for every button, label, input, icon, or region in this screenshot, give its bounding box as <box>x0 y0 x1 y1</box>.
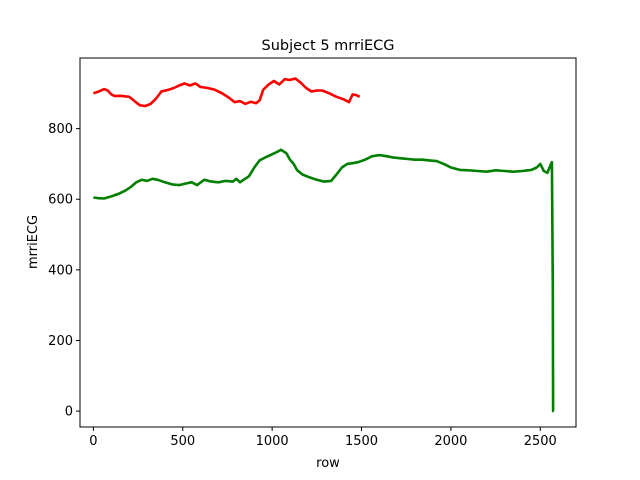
y-tick-label: 0 <box>65 405 73 420</box>
y-tick-label: 200 <box>48 334 73 349</box>
plot-area <box>92 77 555 413</box>
y-axis-label: mrriECG <box>26 215 41 269</box>
x-tick-label: 1500 <box>345 434 378 449</box>
x-tick-label: 1000 <box>256 434 289 449</box>
axes-frame <box>79 57 577 428</box>
series-line-2 <box>93 148 555 413</box>
x-tick-label: 2500 <box>524 434 557 449</box>
x-tick-label: 500 <box>170 434 195 449</box>
x-tick-label: 0 <box>89 434 97 449</box>
y-tick-label: 600 <box>48 193 73 208</box>
x-tick-label: 2000 <box>434 434 467 449</box>
series-line-1 <box>92 77 361 108</box>
chart-title: Subject 5 mrriECG <box>262 38 395 54</box>
y-tick-label: 400 <box>48 263 73 278</box>
y-tick-label: 800 <box>48 122 73 137</box>
y-axis: 0 200 400 600 800 <box>48 122 80 420</box>
x-axis-label: row <box>316 456 340 471</box>
x-axis: 0 500 1000 1500 2000 2500 <box>89 427 557 449</box>
